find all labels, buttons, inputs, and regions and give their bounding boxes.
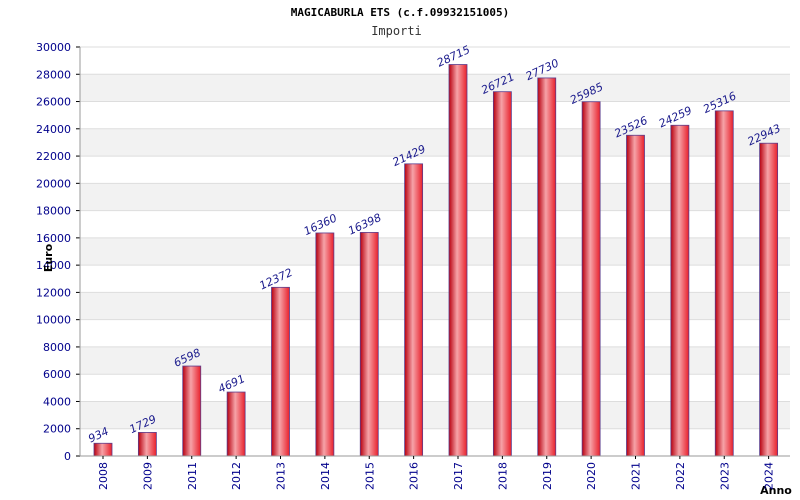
bar-2017 — [448, 64, 468, 457]
grid-band — [80, 74, 790, 102]
x-tick-label: 2016 — [408, 462, 421, 490]
bar-2021 — [626, 134, 645, 457]
y-tick-label: 8000 — [43, 341, 71, 354]
y-tick-label: 22000 — [36, 150, 71, 163]
x-tick-label: 2011 — [186, 462, 199, 490]
bar-2022 — [670, 124, 690, 457]
x-tick-label: 2021 — [630, 462, 643, 490]
bar-2011 — [182, 365, 202, 457]
y-tick-label: 0 — [64, 450, 71, 463]
bar-2013 — [271, 286, 290, 457]
y-tick-label: 30000 — [36, 41, 71, 54]
bar-2014 — [315, 232, 335, 457]
bar-2008 — [93, 442, 113, 457]
y-tick-label: 26000 — [36, 96, 71, 109]
bar-2016 — [404, 163, 424, 457]
y-tick-label: 4000 — [43, 395, 71, 408]
x-tick-label: 2008 — [97, 462, 110, 490]
chart-subtitle: Importi — [371, 24, 422, 38]
x-tick-label: 2013 — [275, 462, 288, 490]
bar-2020 — [581, 101, 601, 457]
y-tick-label: 28000 — [36, 68, 71, 81]
y-tick-label: 24000 — [36, 123, 71, 136]
x-tick-label: 2019 — [541, 462, 554, 490]
x-tick-label: 2018 — [496, 462, 509, 490]
bar-2023 — [714, 110, 734, 457]
bar-2009 — [137, 432, 157, 457]
chart-title: MAGICABURLA ETS (c.f.09932151005) — [290, 6, 510, 19]
bar-2012 — [226, 391, 246, 457]
bar-2018 — [492, 91, 512, 457]
y-axis-label: Euro — [42, 243, 55, 272]
x-tick-label: 2017 — [452, 462, 465, 490]
y-tick-label: 6000 — [43, 368, 71, 381]
x-tick-label: 2024 — [763, 462, 776, 490]
x-tick-label: 2020 — [585, 462, 598, 490]
y-tick-label: 16000 — [36, 232, 71, 245]
x-axis-label: Anno — [760, 484, 792, 497]
bar-2015 — [359, 232, 379, 457]
y-tick-label: 20000 — [36, 177, 71, 190]
x-tick-label: 2022 — [674, 462, 687, 490]
x-tick-label: 2023 — [718, 462, 731, 490]
x-tick-label: 2014 — [319, 462, 332, 490]
bar-2024 — [759, 142, 779, 457]
bar-2019 — [537, 77, 557, 457]
y-tick-label: 18000 — [36, 205, 71, 218]
y-tick-label: 10000 — [36, 314, 71, 327]
x-tick-label: 2015 — [363, 462, 376, 490]
y-tick-label: 14000 — [36, 259, 71, 272]
y-tick-label: 12000 — [36, 286, 71, 299]
x-tick-label: 2009 — [141, 462, 154, 490]
x-tick-label: 2012 — [230, 462, 243, 490]
y-tick-label: 2000 — [43, 423, 71, 436]
